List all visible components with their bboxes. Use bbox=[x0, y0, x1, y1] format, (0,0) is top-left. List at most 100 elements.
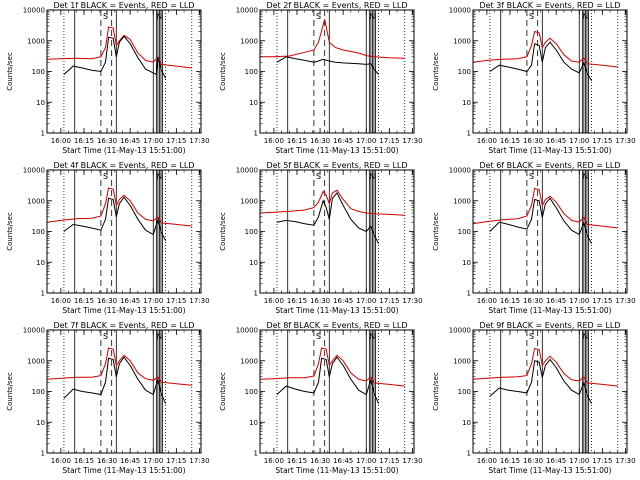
series-line-lld bbox=[46, 347, 192, 386]
x-tick-label: 16:15 bbox=[74, 137, 94, 145]
series-line-events bbox=[63, 35, 167, 79]
x-tick-label: 16:30 bbox=[97, 297, 117, 305]
label-s: S bbox=[103, 332, 108, 341]
x-tick-label: 17:30 bbox=[615, 137, 635, 145]
label-n: N bbox=[582, 172, 588, 181]
detector-panel: Det 5f BLACK = Events, RED = LLD S N 1 10 100… bbox=[213, 160, 426, 320]
series-line-lld bbox=[46, 26, 192, 69]
y-tick-label: 1000 bbox=[453, 37, 471, 45]
detector-chart-svg: Det 3f BLACK = Events, RED = LLD S N 1 10 100… bbox=[432, 1, 636, 155]
x-tick-label: 16:00 bbox=[51, 137, 71, 145]
detector-chart-svg: Det 2f BLACK = Events, RED = LLD S N 1 10 100… bbox=[219, 1, 423, 155]
label-n: N bbox=[369, 332, 375, 341]
detector-panel: Det 9f BLACK = Events, RED = LLD S N 1 10 100… bbox=[426, 320, 639, 480]
x-tick-label: 17:15 bbox=[592, 457, 612, 465]
y-tick-label: 1000 bbox=[240, 37, 258, 45]
label-s: S bbox=[316, 172, 321, 181]
y-tick-label: 10 bbox=[462, 259, 471, 267]
y-tick-label: 10 bbox=[36, 259, 45, 267]
detector-chart-svg: Det 6f BLACK = Events, RED = LLD S N 1 10 100… bbox=[432, 161, 636, 315]
label-n: N bbox=[156, 172, 162, 181]
series-line-events bbox=[489, 197, 593, 244]
x-tick-label: 16:45 bbox=[546, 137, 566, 145]
series-line-lld bbox=[259, 189, 405, 216]
y-axis-label: Counts/sec bbox=[6, 372, 14, 411]
y-tick-label: 1000 bbox=[453, 197, 471, 205]
x-tick-label: 17:15 bbox=[166, 297, 186, 305]
y-tick-label: 10 bbox=[36, 99, 45, 107]
y-tick-label: 10000 bbox=[23, 7, 45, 15]
x-tick-label: 17:30 bbox=[189, 457, 209, 465]
x-tick-label: 16:45 bbox=[120, 297, 140, 305]
x-tick-label: 16:00 bbox=[264, 137, 284, 145]
series-line-events bbox=[63, 196, 167, 242]
x-tick-label: 16:45 bbox=[120, 137, 140, 145]
chart-title: Det 8f BLACK = Events, RED = LLD bbox=[266, 321, 407, 330]
detector-panel: Det 8f BLACK = Events, RED = LLD S N 1 10 100… bbox=[213, 320, 426, 480]
y-tick-label: 1 bbox=[467, 130, 471, 138]
y-tick-label: 1000 bbox=[27, 357, 45, 365]
detector-chart-svg: Det 9f BLACK = Events, RED = LLD S N 1 10 100… bbox=[432, 321, 636, 475]
x-tick-label: 16:15 bbox=[500, 137, 520, 145]
y-axis-label: Counts/sec bbox=[219, 212, 227, 251]
chart-title: Det 9f BLACK = Events, RED = LLD bbox=[479, 321, 620, 330]
label-s: S bbox=[103, 12, 108, 21]
y-axis-label: Counts/sec bbox=[6, 52, 14, 91]
label-n: N bbox=[156, 12, 162, 21]
x-tick-label: 17:30 bbox=[615, 457, 635, 465]
detector-chart-svg: Det 4f BLACK = Events, RED = LLD S N 1 10 100… bbox=[6, 161, 210, 315]
detector-panel: Det 2f BLACK = Events, RED = LLD S N 1 10 100… bbox=[213, 0, 426, 160]
x-tick-label: 16:00 bbox=[477, 137, 497, 145]
y-axis-label: Counts/sec bbox=[219, 372, 227, 411]
x-tick-label: 16:30 bbox=[97, 457, 117, 465]
y-tick-label: 10 bbox=[36, 419, 45, 427]
series-line-lld bbox=[472, 30, 618, 68]
detector-panel: Det 3f BLACK = Events, RED = LLD S N 1 10 100… bbox=[426, 0, 639, 160]
label-s: S bbox=[316, 332, 321, 341]
x-tick-label: 16:30 bbox=[310, 457, 330, 465]
x-axis-label: Start Time (11-May-13 15:51:00) bbox=[62, 306, 185, 315]
y-tick-label: 100 bbox=[32, 68, 45, 76]
y-tick-label: 10 bbox=[249, 259, 258, 267]
x-tick-label: 16:00 bbox=[264, 457, 284, 465]
y-tick-label: 10000 bbox=[449, 167, 471, 175]
label-s: S bbox=[529, 172, 534, 181]
x-tick-label: 16:45 bbox=[546, 457, 566, 465]
y-tick-label: 100 bbox=[32, 388, 45, 396]
plot-frame bbox=[472, 169, 628, 294]
series-line-lld bbox=[259, 347, 405, 387]
y-tick-label: 100 bbox=[458, 388, 471, 396]
label-n: N bbox=[369, 172, 375, 181]
x-tick-label: 16:15 bbox=[287, 297, 307, 305]
x-tick-label: 16:00 bbox=[51, 297, 71, 305]
y-tick-label: 1000 bbox=[27, 37, 45, 45]
chart-title: Det 2f BLACK = Events, RED = LLD bbox=[266, 1, 407, 10]
x-tick-label: 17:15 bbox=[592, 297, 612, 305]
x-tick-label: 16:15 bbox=[287, 137, 307, 145]
y-tick-label: 1000 bbox=[240, 357, 258, 365]
series-line-events bbox=[276, 191, 380, 244]
series-line-lld bbox=[472, 347, 618, 387]
y-tick-label: 10000 bbox=[449, 7, 471, 15]
y-tick-label: 10 bbox=[249, 419, 258, 427]
y-tick-label: 10000 bbox=[236, 7, 258, 15]
plot-frame bbox=[46, 169, 202, 294]
x-tick-label: 17:15 bbox=[379, 137, 399, 145]
y-tick-label: 1 bbox=[467, 450, 471, 458]
plot-frame bbox=[259, 9, 415, 134]
x-axis-label: Start Time (11-May-13 15:51:00) bbox=[275, 466, 398, 475]
series-line-lld bbox=[46, 187, 192, 227]
x-axis-label: Start Time (11-May-13 15:51:00) bbox=[488, 146, 611, 155]
x-tick-label: 16:15 bbox=[287, 457, 307, 465]
series-line-events bbox=[489, 41, 593, 82]
label-n: N bbox=[156, 332, 162, 341]
y-tick-label: 100 bbox=[458, 228, 471, 236]
detector-panel: Det 7f BLACK = Events, RED = LLD S N 1 10 100… bbox=[0, 320, 213, 480]
y-tick-label: 100 bbox=[245, 68, 258, 76]
y-tick-label: 10000 bbox=[23, 167, 45, 175]
label-s: S bbox=[103, 172, 108, 181]
y-tick-label: 10000 bbox=[236, 327, 258, 335]
x-tick-label: 16:15 bbox=[74, 297, 94, 305]
x-tick-label: 16:45 bbox=[333, 297, 353, 305]
plot-frame bbox=[259, 329, 415, 454]
